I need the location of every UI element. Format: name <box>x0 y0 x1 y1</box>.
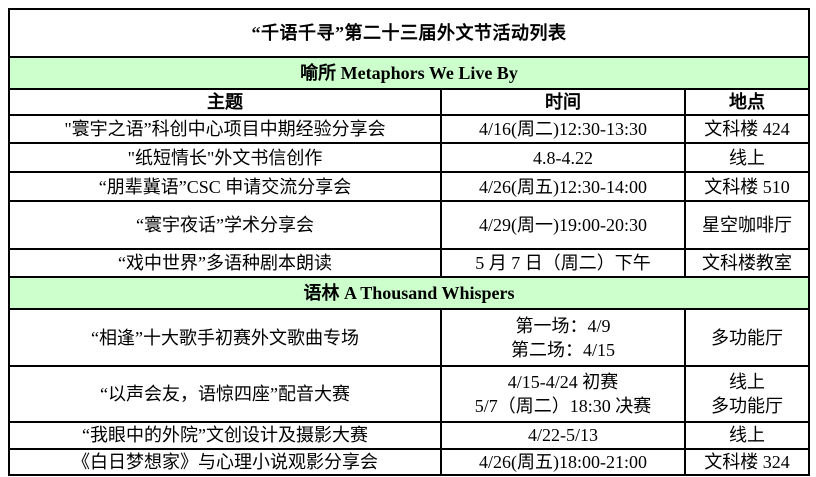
table-row: "寰宇之语”科创中心项目中期经验分享会 4/16(周二)12:30-13:30 … <box>8 114 810 145</box>
time-cell: 4/16(周二)12:30-13:30 <box>440 114 686 145</box>
table-row: “千语千寻”第二十三届外文节活动列表 <box>8 8 810 58</box>
section-header-whispers: 语林 A Thousand Whispers <box>8 276 810 311</box>
theme-cell: “朋辈冀语”CSC 申请交流分享会 <box>8 171 442 203</box>
time-cell: 4/26(周五)18:00-21:00 <box>440 447 686 476</box>
venue-cell: 线上 多功能厅 <box>684 365 810 424</box>
table-row: “戏中世界”多语种剧本朗读 5 月 7 日（周二）下午 文科楼教室 <box>8 248 810 279</box>
venue-cell: 文科楼教室 <box>684 248 810 279</box>
time-cell: 4/15-4/24 初赛 5/7（周二）18:30 决赛 <box>440 365 686 424</box>
table-row: “寰宇夜话”学术分享会 4/29(周一)19:00-20:30 星空咖啡厅 <box>8 200 810 251</box>
time-cell: 4/22-5/13 <box>440 421 686 450</box>
venue-cell: 线上 <box>684 421 810 450</box>
column-header-venue: 地点 <box>684 87 810 117</box>
table-row: 喻所 Metaphors We Live By <box>8 56 810 90</box>
venue-cell: 文科楼 510 <box>684 171 810 203</box>
time-cell: 4.8-4.22 <box>440 142 686 174</box>
time-cell: 第一场：4/9 第二场：4/15 <box>440 308 686 368</box>
theme-cell: “戏中世界”多语种剧本朗读 <box>8 248 442 279</box>
venue-cell: 文科楼 424 <box>684 114 810 145</box>
venue-cell: 线上 <box>684 142 810 174</box>
theme-cell: “寰宇夜话”学术分享会 <box>8 200 442 251</box>
page-title: “千语千寻”第二十三届外文节活动列表 <box>8 8 810 58</box>
theme-cell: "寰宇之语”科创中心项目中期经验分享会 <box>8 114 442 145</box>
theme-cell: 《白日梦想家》与心理小说观影分享会 <box>8 447 442 476</box>
table-row: 主题 时间 地点 <box>8 87 810 117</box>
venue-cell: 多功能厅 <box>684 308 810 368</box>
theme-cell: “我眼中的外院”文创设计及摄影大赛 <box>8 421 442 450</box>
table-row: “朋辈冀语”CSC 申请交流分享会 4/26(周五)12:30-14:00 文科… <box>8 171 810 203</box>
table-row: “我眼中的外院”文创设计及摄影大赛 4/22-5/13 线上 <box>8 421 810 450</box>
table-row: 《白日梦想家》与心理小说观影分享会 4/26(周五)18:00-21:00 文科… <box>8 447 810 476</box>
events-table: “千语千寻”第二十三届外文节活动列表 喻所 Metaphors We Live … <box>8 8 810 476</box>
column-header-theme: 主题 <box>8 87 442 117</box>
time-cell: 4/26(周五)12:30-14:00 <box>440 171 686 203</box>
table-row: “相逢”十大歌手初赛外文歌曲专场 第一场：4/9 第二场：4/15 多功能厅 <box>8 308 810 368</box>
column-header-time: 时间 <box>440 87 686 117</box>
time-cell: 4/29(周一)19:00-20:30 <box>440 200 686 251</box>
table-row: “以声会友，语惊四座”配音大赛 4/15-4/24 初赛 5/7（周二）18:3… <box>8 365 810 424</box>
time-cell: 5 月 7 日（周二）下午 <box>440 248 686 279</box>
theme-cell: “以声会友，语惊四座”配音大赛 <box>8 365 442 424</box>
section-header-metaphors: 喻所 Metaphors We Live By <box>8 56 810 90</box>
venue-cell: 星空咖啡厅 <box>684 200 810 251</box>
venue-cell: 文科楼 324 <box>684 447 810 476</box>
table-row: 语林 A Thousand Whispers <box>8 276 810 311</box>
table-row: "纸短情长"外文书信创作 4.8-4.22 线上 <box>8 142 810 174</box>
theme-cell: “相逢”十大歌手初赛外文歌曲专场 <box>8 308 442 368</box>
theme-cell: "纸短情长"外文书信创作 <box>8 142 442 174</box>
